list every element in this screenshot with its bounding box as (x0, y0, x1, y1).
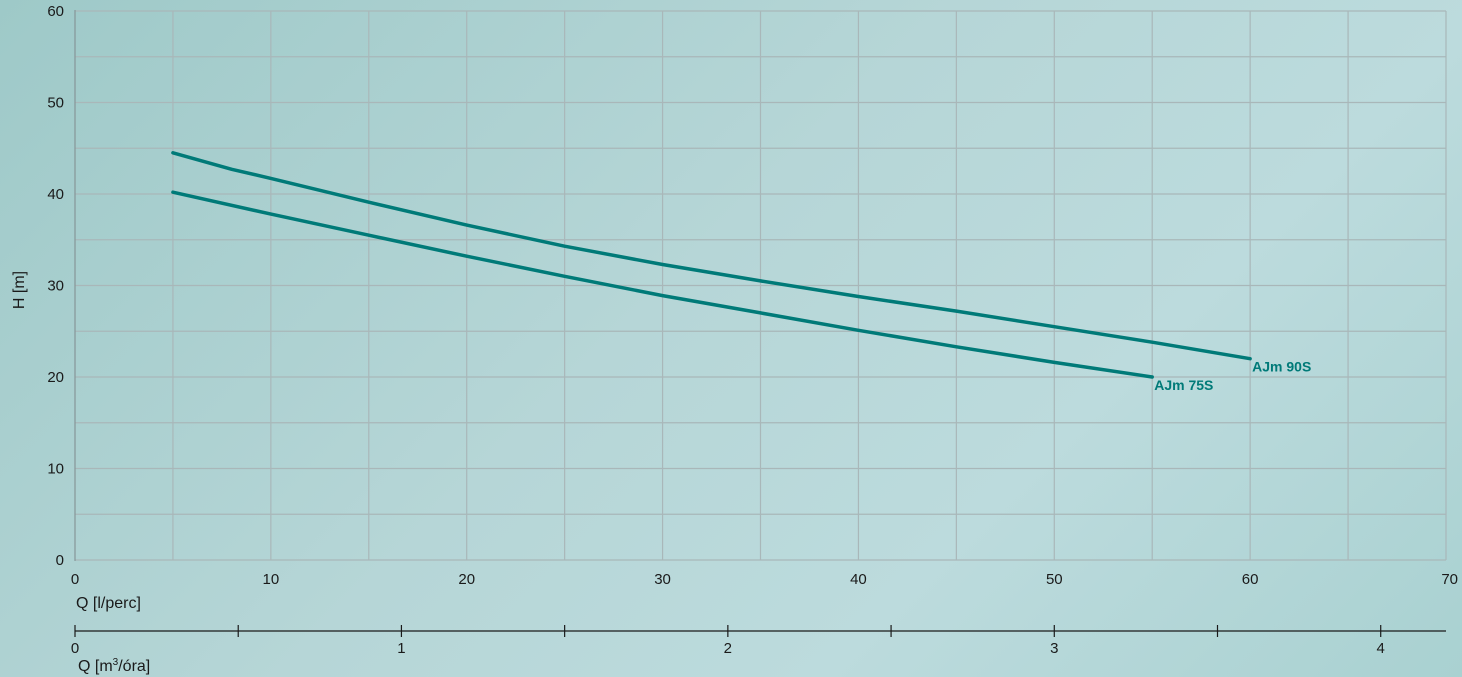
secondary-axis: 0 1 2 3 4 (71, 625, 1446, 657)
x-axis-title: Q [l/perc] (76, 595, 141, 612)
secondary-axis-title-end: /óra] (118, 658, 150, 675)
secondary-axis-title: Q [m3/óra] (78, 657, 150, 675)
series-label: AJm 75S (1154, 377, 1213, 393)
secondary-tick-label: 2 (724, 640, 732, 657)
series-line (171, 190, 1154, 379)
x-tick-label: 70 (1441, 571, 1458, 588)
y-tick-label: 50 (47, 95, 64, 112)
x-tick-labels: 0 10 20 30 40 50 60 70 (71, 571, 1458, 588)
x-tick-label: 20 (458, 571, 475, 588)
grid (74, 10, 1447, 561)
secondary-tick-label: 1 (397, 640, 405, 657)
x-tick-label: 10 (263, 571, 280, 588)
x-tick-label: 50 (1046, 571, 1063, 588)
y-tick-label: 0 (56, 552, 64, 569)
x-tick-label: 60 (1242, 571, 1259, 588)
y-tick-label: 30 (47, 278, 64, 295)
x-tick-label: 30 (654, 571, 671, 588)
y-tick-label: 10 (47, 461, 64, 478)
y-axis-title: H [m] (11, 271, 28, 309)
secondary-axis-title-main: Q [m (78, 658, 113, 675)
series-label: AJm 90S (1252, 359, 1311, 375)
secondary-axis-title-sup: 3 (113, 657, 119, 668)
y-tick-labels: 0 10 20 30 40 50 60 (47, 3, 64, 569)
secondary-tick-label: 3 (1050, 640, 1058, 657)
series-line (171, 151, 1252, 361)
y-tick-label: 60 (47, 3, 64, 20)
secondary-tick-label: 0 (71, 640, 79, 657)
secondary-tick-label: 4 (1377, 640, 1385, 657)
x-tick-label: 0 (71, 571, 79, 588)
series-layer: AJm 90S AJm 75S (171, 151, 1311, 393)
x-tick-label: 40 (850, 571, 867, 588)
y-tick-label: 20 (47, 369, 64, 386)
y-tick-label: 40 (47, 186, 64, 203)
